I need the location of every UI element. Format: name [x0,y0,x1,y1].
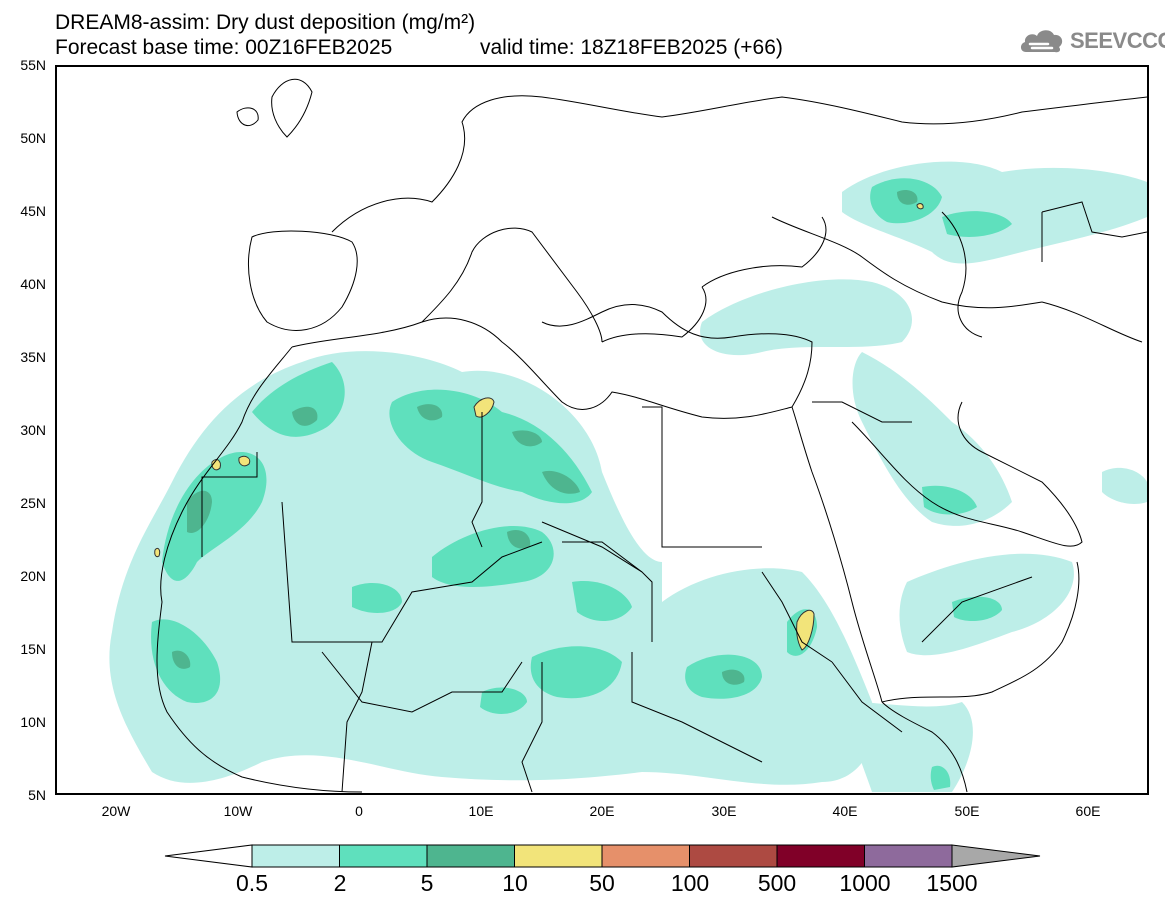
colorbar [164,844,1041,868]
colorbar-segment-5 [601,844,690,868]
lat-label-15n: 15N [20,641,46,657]
lat-label-5n: 5N [28,787,46,803]
lat-label-25n: 25N [20,495,46,511]
lon-label-20w: 20W [101,803,131,819]
legend-label-1000: 1000 [839,870,891,896]
legend-label-2: 2 [333,870,347,896]
lon-label-60e: 60E [1075,803,1101,819]
legend-label-500: 500 [757,870,797,896]
coastlines [156,78,1147,793]
lat-label-50n: 50N [20,130,46,146]
lat-label-10n: 10N [20,714,46,730]
legend-label-10: 10 [502,870,528,896]
lon-label-10w: 10W [223,803,253,819]
lat-label-45n: 45N [20,203,46,219]
map-area [55,65,1149,795]
colorbar-segment-4 [514,844,603,868]
lat-label-35n: 35N [20,349,46,365]
cloud-icon [1020,30,1063,53]
logo-text: SEEVCCC [1070,28,1165,53]
colorbar-segment-8 [864,844,953,868]
forecast-base-time: Forecast base time: 00Z16FEB2025 [55,36,393,59]
legend-label-1500: 1500 [926,870,978,896]
legend-label-50: 50 [589,870,615,896]
lat-label-40n: 40N [20,276,46,292]
seevccc-logo: SEEVCCC [1018,26,1165,56]
colorbar-segment-7 [776,844,865,868]
map-title: DREAM8-assim: Dry dust deposition (mg/m²… [55,11,476,34]
dust-map [109,78,1147,793]
lon-label-0: 0 [355,803,363,819]
valid-time: valid time: 18Z18FEB2025 (+66) [480,36,783,59]
lon-label-20e: 20E [589,803,615,819]
legend-label-5: 5 [420,870,434,896]
lat-label-30n: 30N [20,422,46,438]
lat-label-55n: 55N [20,57,46,73]
colorbar-segment-3 [426,844,515,868]
legend-label-0.5: 0.5 [236,870,268,896]
colorbar-over-arrow [951,844,1041,868]
colorbar-under-arrow [164,844,253,868]
legend-label-100: 100 [670,870,710,896]
colorbar-segment-2 [339,844,428,868]
colorbar-segment-1 [251,844,340,868]
dust-level-3 [172,190,918,685]
lon-label-40e: 40E [832,803,858,819]
lon-label-50e: 50E [954,803,980,819]
lat-label-20n: 20N [20,568,46,584]
lon-label-10e: 10E [468,803,494,819]
lon-label-30e: 30E [711,803,737,819]
colorbar-segment-6 [689,844,778,868]
